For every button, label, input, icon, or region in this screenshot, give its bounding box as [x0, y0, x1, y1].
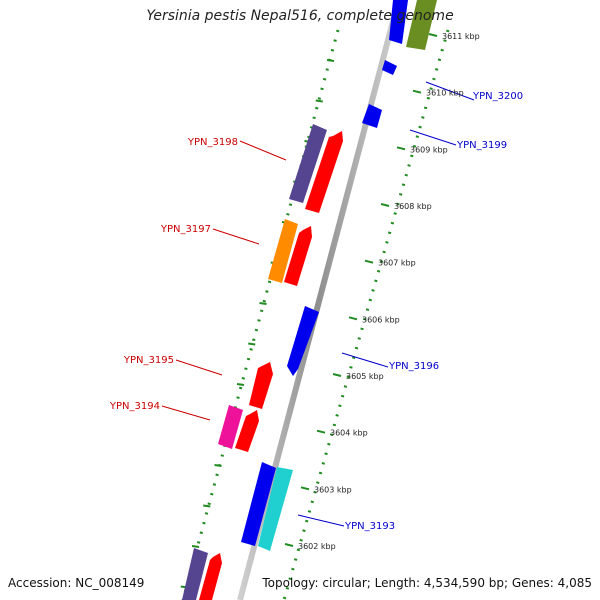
tick-label: 3609 kbp: [410, 145, 448, 154]
tick-mark: [332, 373, 342, 377]
tick-label: 3611 kbp: [442, 32, 480, 41]
gene-feature-purple-bottom: [182, 548, 208, 600]
gene-feature-blue-small-1: [382, 60, 397, 75]
tick-label: 3610 kbp: [426, 89, 464, 98]
tick-label: 3602 kbp: [298, 542, 336, 551]
tick-labels: 3602 kbp 3603 kbp 3604 kbp 3605 kbp 3606 kbp…: [298, 32, 480, 551]
accession-text: Accession: NC_008149: [8, 576, 145, 590]
left-tick-mark: [248, 342, 256, 346]
tick-label: 3608 kbp: [394, 202, 432, 211]
gene-label-ypn-3194: YPN_3194: [109, 401, 160, 412]
gene-feature-red-3197: [284, 226, 312, 286]
tick-label: 3606 kbp: [362, 315, 400, 324]
gene-label-ypn-3199: YPN_3199: [456, 140, 507, 151]
gene-feature-olive-top: [406, 0, 437, 50]
tick-mark: [412, 89, 422, 94]
tick-mark: [300, 486, 310, 491]
left-tick-mark: [203, 504, 211, 508]
gene-feature-red-bottom: [199, 553, 222, 600]
gene-feature-red-3198: [305, 131, 343, 213]
gene-feature-red-3195: [249, 362, 273, 409]
gene-feature-blue-top: [389, 0, 408, 44]
tick-label: 3607 kbp: [378, 259, 416, 268]
tick-mark: [348, 316, 358, 321]
gene-label-ypn-3198: YPN_3198: [187, 137, 238, 148]
left-tick-mark: [315, 99, 323, 103]
gene-label-ypn-3193: YPN_3193: [344, 521, 395, 532]
tick-label: 3604 kbp: [330, 429, 368, 438]
tick-mark: [396, 146, 406, 151]
gene-label-ypn-3197: YPN_3197: [160, 224, 211, 235]
gene-feature-blue-3196: [287, 306, 319, 376]
tick-mark: [428, 33, 438, 37]
tick-label: 3605 kbp: [346, 372, 384, 381]
gene-label-ypn-3196: YPN_3196: [388, 361, 439, 372]
gene-feature-orange-3197: [268, 219, 298, 283]
left-tick-mark: [191, 545, 200, 548]
tick-mark: [380, 203, 390, 207]
gene-label-ypn-3200: YPN_3200: [472, 91, 523, 102]
topology-summary-text: Topology: circular; Length: 4,534,590 bp…: [262, 576, 592, 590]
left-tick-mark: [259, 302, 267, 305]
gene-features: [182, 0, 437, 600]
tick-mark: [364, 259, 374, 264]
left-tick-mark: [326, 59, 335, 62]
gene-labels: YPN_3198 YPN_3197 YPN_3195 YPN_3194 YPN_…: [109, 91, 523, 532]
label-connectors: [161, 81, 475, 527]
gene-feature-cyan-3193: [258, 467, 293, 551]
gene-feature-purple-3198: [289, 124, 327, 203]
gene-feature-red-3194: [235, 410, 259, 452]
left-tick-mark: [214, 464, 222, 467]
gene-feature-magenta-3194: [218, 405, 243, 449]
tick-label: 3603 kbp: [314, 485, 352, 494]
map-title: Yersinia pestis Nepal516, complete genom…: [146, 8, 454, 24]
tick-mark: [316, 429, 326, 434]
gene-feature-blue-small-2: [362, 104, 382, 128]
gene-feature-blue-3193: [241, 462, 276, 546]
gene-label-ypn-3195: YPN_3195: [123, 355, 174, 366]
tick-mark: [284, 543, 294, 547]
left-tick-mark: [236, 383, 245, 386]
